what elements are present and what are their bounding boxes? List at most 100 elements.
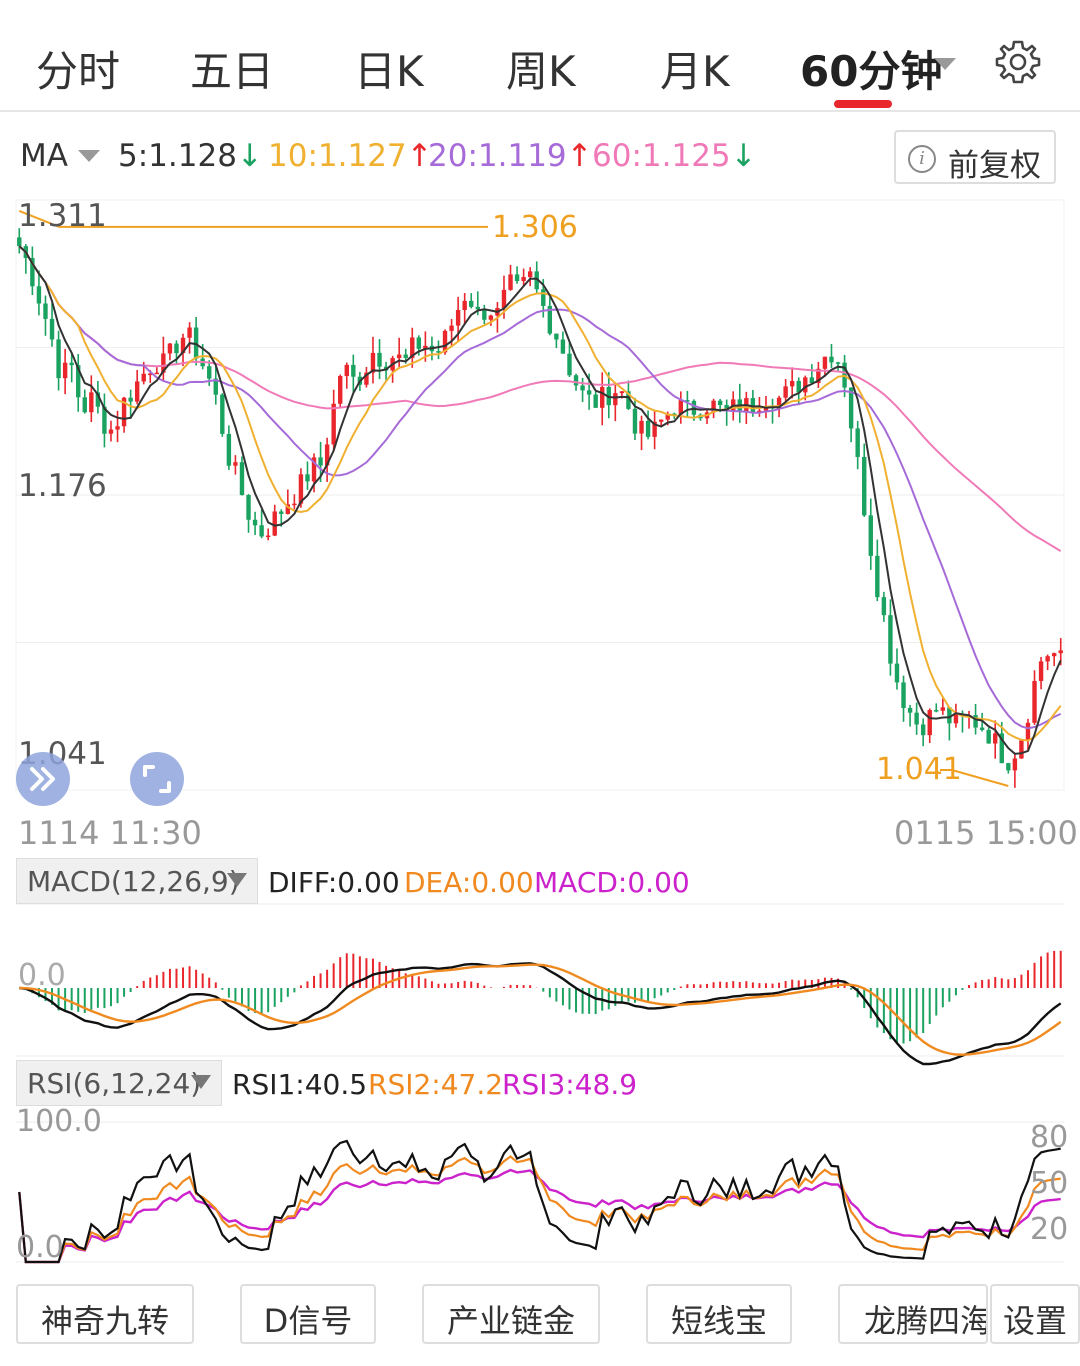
settings-button[interactable]: 设置: [990, 1284, 1080, 1344]
ma-selector-label[interactable]: MA: [20, 138, 68, 174]
candle-body: [534, 271, 539, 290]
candle-body: [102, 406, 107, 434]
candle-body: [521, 277, 526, 282]
candle-body: [835, 362, 841, 364]
candle-body: [541, 289, 546, 306]
high-price-annotation: 1.306: [492, 210, 578, 245]
rsi2-value: RSI2:47.2: [368, 1068, 504, 1101]
low-marker-leader: [940, 769, 1009, 787]
candle-body: [285, 504, 291, 514]
double-chevron-icon[interactable]: [16, 752, 70, 806]
candle-body: [416, 337, 422, 349]
short-term-button[interactable]: 短线宝: [646, 1284, 792, 1344]
candle-body: [17, 237, 22, 247]
candle-body: [1032, 680, 1037, 723]
candle-body: [750, 398, 756, 413]
chevron-down-icon[interactable]: [934, 58, 956, 70]
candle-body: [789, 380, 795, 387]
tab-60-minute[interactable]: 60分钟: [800, 47, 943, 96]
candle-body: [134, 381, 140, 402]
candle-body: [1058, 650, 1063, 654]
candle-body: [154, 372, 160, 375]
candle-body: [423, 345, 428, 349]
rsi-axis-top: 100.0: [16, 1104, 102, 1139]
rsi-indicator-select[interactable]: RSI(6,12,24): [16, 1060, 222, 1106]
candle-body: [305, 474, 310, 482]
rsi-level-20: 20: [1030, 1212, 1069, 1247]
gear-icon[interactable]: [994, 38, 1042, 86]
candle-body: [351, 364, 356, 377]
tab-intraday[interactable]: 分时: [36, 47, 121, 96]
magic-nine-button[interactable]: 神奇九转: [16, 1284, 194, 1344]
candle-body: [1038, 661, 1044, 681]
candle-body: [95, 392, 101, 407]
ma-legend: MA 5:1.128↓ 10:1.127↑ 20:1.119↑ 60:1.125…: [0, 138, 1080, 182]
low-price-annotation: 1.041: [876, 752, 962, 787]
tab-five-day[interactable]: 五日: [190, 47, 275, 96]
candle-body: [213, 378, 218, 395]
rsi3-value: RSI3:48.9: [502, 1068, 638, 1101]
candle-body: [868, 515, 873, 556]
candle-body: [645, 420, 651, 437]
candle-body: [573, 375, 579, 386]
candle-body: [586, 390, 592, 395]
period-tab-bar: 分时 五日 日K 周K 月K 60分钟: [0, 0, 1080, 112]
macd-indicator-select[interactable]: MACD(12,26,9): [16, 858, 258, 904]
candle-body: [717, 400, 723, 405]
candle-body: [43, 303, 48, 319]
candle-body: [193, 327, 199, 359]
candle-body: [318, 457, 323, 466]
ma10-line: [18, 245, 1062, 742]
industry-chain-button[interactable]: 产业链金: [422, 1284, 600, 1344]
ma10-value: 10:1.127↑: [268, 138, 433, 174]
candle-body: [475, 306, 480, 310]
candle-body: [803, 377, 808, 393]
candle-body: [239, 462, 245, 496]
price-axis-mid: 1.176: [18, 468, 107, 504]
candle-body: [1025, 722, 1031, 741]
candle-body: [953, 714, 959, 724]
tab-monthly-k[interactable]: 月K: [660, 47, 730, 96]
candle-body: [370, 352, 376, 373]
candle-body: [894, 663, 900, 683]
date-start-label: 1114 11:30: [18, 814, 202, 852]
candle-body: [514, 274, 520, 282]
candle-body: [600, 386, 605, 408]
macd-zero-label: 0.0: [18, 958, 66, 993]
candle-body: [501, 289, 507, 309]
price-adjust-button[interactable]: i 前复权: [894, 130, 1056, 184]
candle-body: [822, 356, 828, 369]
candle-body: [920, 724, 926, 736]
dragon-button[interactable]: 龙腾四海: [838, 1284, 988, 1344]
candle-body: [311, 457, 317, 482]
expand-icon[interactable]: [130, 752, 184, 806]
ma20-line: [18, 245, 1062, 730]
tab-weekly-k[interactable]: 周K: [506, 47, 576, 96]
candle-body: [410, 337, 415, 358]
candle-body: [62, 362, 68, 379]
candle-body: [685, 400, 690, 402]
candle-body: [914, 712, 919, 725]
candle-body: [947, 707, 952, 724]
ma20-value: 20:1.119↑: [428, 138, 593, 174]
candle-body: [279, 511, 284, 514]
candle-body: [593, 394, 598, 408]
candle-body: [377, 352, 382, 367]
chevron-down-icon[interactable]: [78, 150, 100, 162]
candle-body: [141, 373, 146, 382]
candle-body: [927, 710, 932, 736]
candle-body: [121, 397, 127, 427]
candle-body: [115, 426, 120, 430]
candle-body: [829, 356, 834, 363]
candle-body: [180, 337, 186, 354]
tab-daily-k[interactable]: 日K: [354, 47, 424, 96]
candle-body: [364, 372, 369, 385]
d-signal-button[interactable]: D信号: [240, 1284, 376, 1344]
rsi2-line: [18, 1155, 1061, 1264]
candle-body: [665, 413, 670, 420]
date-end-label: 0115 15:00: [894, 814, 1078, 852]
rsi1-value: RSI1:40.5: [232, 1068, 368, 1101]
rsi-level-80: 80: [1030, 1120, 1069, 1155]
candle-body: [809, 377, 815, 384]
